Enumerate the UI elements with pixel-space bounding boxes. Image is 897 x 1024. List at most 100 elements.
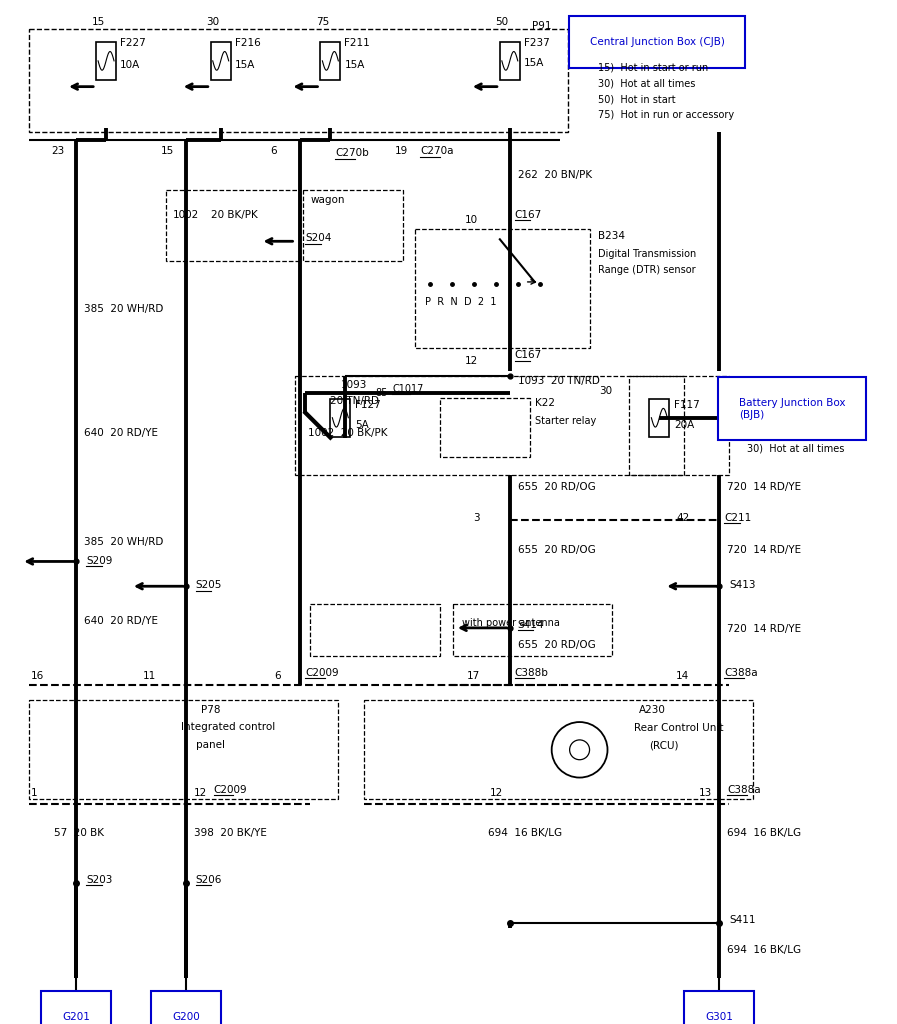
Text: C270b: C270b xyxy=(335,148,369,158)
Text: 10: 10 xyxy=(465,214,478,224)
Text: G301: G301 xyxy=(705,1012,733,1022)
Bar xyxy=(295,376,684,475)
Text: S414: S414 xyxy=(518,620,544,630)
Text: Range (DTR) sensor: Range (DTR) sensor xyxy=(597,265,695,275)
Text: S206: S206 xyxy=(196,874,222,885)
Text: P  R  N  D  2  1: P R N D 2 1 xyxy=(425,297,497,307)
Text: 655  20 RD/OG: 655 20 RD/OG xyxy=(518,482,596,493)
Text: S205: S205 xyxy=(196,581,222,590)
Text: K22: K22 xyxy=(535,398,554,408)
Text: 694  16 BK/LG: 694 16 BK/LG xyxy=(488,828,562,838)
Text: S204: S204 xyxy=(306,233,332,244)
Text: Digital Transmission: Digital Transmission xyxy=(597,249,696,259)
Text: C2009: C2009 xyxy=(213,784,248,795)
Text: 15A: 15A xyxy=(235,59,255,70)
Text: 1002  20 BK/PK: 1002 20 BK/PK xyxy=(309,428,388,437)
Text: 15A: 15A xyxy=(344,59,365,70)
Text: 15)  Hot in start or run: 15) Hot in start or run xyxy=(597,62,708,73)
Bar xyxy=(96,42,116,80)
Bar xyxy=(415,229,589,348)
Text: 14: 14 xyxy=(676,672,689,682)
Text: with power antenna: with power antenna xyxy=(462,617,560,628)
Text: 5A: 5A xyxy=(355,420,369,430)
Text: 20 TN/RD: 20 TN/RD xyxy=(330,396,379,406)
Text: C167: C167 xyxy=(515,350,542,360)
Text: 23: 23 xyxy=(51,146,65,156)
Text: 10A: 10A xyxy=(120,59,140,70)
Bar xyxy=(303,189,403,261)
Text: 655  20 RD/OG: 655 20 RD/OG xyxy=(518,545,596,555)
Text: 3: 3 xyxy=(474,513,480,523)
Text: 19: 19 xyxy=(396,146,408,156)
Text: wagon: wagon xyxy=(310,195,345,205)
Text: S209: S209 xyxy=(86,555,112,565)
Text: 12: 12 xyxy=(465,356,478,367)
Text: C388a: C388a xyxy=(724,668,758,678)
Text: P78: P78 xyxy=(201,706,221,715)
Text: S411: S411 xyxy=(729,915,755,926)
Text: 50)  Hot in start: 50) Hot in start xyxy=(597,94,675,104)
Text: 694  16 BK/LG: 694 16 BK/LG xyxy=(727,945,801,955)
Bar xyxy=(453,604,613,655)
Text: 30: 30 xyxy=(206,17,219,28)
Text: 42: 42 xyxy=(676,513,689,523)
Text: 12: 12 xyxy=(490,788,503,799)
Text: 15: 15 xyxy=(91,17,105,28)
Text: 720  14 RD/YE: 720 14 RD/YE xyxy=(727,624,801,634)
Bar xyxy=(500,42,519,80)
Bar xyxy=(320,42,340,80)
Text: C270a: C270a xyxy=(420,146,454,156)
Text: 13: 13 xyxy=(700,788,712,799)
Text: 57  20 BK: 57 20 BK xyxy=(54,828,104,838)
Text: 640  20 RD/YE: 640 20 RD/YE xyxy=(84,616,158,626)
Text: 15: 15 xyxy=(161,146,174,156)
Text: 15A: 15A xyxy=(524,57,544,68)
Text: Battery Junction Box
(BJB): Battery Junction Box (BJB) xyxy=(739,398,846,420)
Text: 262  20 BN/PK: 262 20 BN/PK xyxy=(518,170,592,180)
Text: 6: 6 xyxy=(274,672,281,682)
Text: 20 BK/PK: 20 BK/PK xyxy=(211,210,257,219)
Bar xyxy=(310,604,440,655)
Text: C388a: C388a xyxy=(727,784,761,795)
Text: 398  20 BK/YE: 398 20 BK/YE xyxy=(194,828,266,838)
Text: 1002: 1002 xyxy=(173,210,199,219)
Text: 11: 11 xyxy=(143,672,156,682)
Text: (RCU): (RCU) xyxy=(649,741,679,751)
Text: B234: B234 xyxy=(597,231,624,242)
Text: 30)  Hot at all times: 30) Hot at all times xyxy=(597,79,695,89)
Bar xyxy=(649,399,669,436)
Text: 75: 75 xyxy=(316,17,329,28)
Text: F216: F216 xyxy=(235,38,260,48)
Text: A230: A230 xyxy=(640,706,666,715)
Text: G201: G201 xyxy=(62,1012,90,1022)
Text: Rear Control Unit: Rear Control Unit xyxy=(634,723,724,733)
Text: P91: P91 xyxy=(532,22,552,31)
Text: 16: 16 xyxy=(31,672,45,682)
Text: 1: 1 xyxy=(31,788,38,799)
Text: F127: F127 xyxy=(355,400,381,410)
Text: 12: 12 xyxy=(194,788,207,799)
Text: 75)  Hot in run or accessory: 75) Hot in run or accessory xyxy=(597,111,734,121)
Text: 694  16 BK/LG: 694 16 BK/LG xyxy=(727,828,801,838)
Bar xyxy=(440,398,530,458)
Text: 20A: 20A xyxy=(675,420,694,430)
Bar xyxy=(630,376,729,475)
Text: C167: C167 xyxy=(515,210,542,219)
Text: 6: 6 xyxy=(271,146,277,156)
Text: 655  20 RD/OG: 655 20 RD/OG xyxy=(518,640,596,650)
Text: panel: panel xyxy=(196,740,225,750)
Text: C2009: C2009 xyxy=(306,668,339,678)
Bar xyxy=(211,42,231,80)
Text: F227: F227 xyxy=(120,38,146,48)
Text: 720  14 RD/YE: 720 14 RD/YE xyxy=(727,482,801,493)
Text: P93: P93 xyxy=(737,381,756,391)
Text: C388b: C388b xyxy=(515,668,549,678)
Text: S203: S203 xyxy=(86,874,112,885)
Text: 85: 85 xyxy=(375,388,388,398)
Text: F117: F117 xyxy=(675,400,700,410)
Text: 640  20 RD/YE: 640 20 RD/YE xyxy=(84,428,158,437)
Bar xyxy=(30,29,568,132)
Text: 1093: 1093 xyxy=(340,380,367,390)
Text: 385  20 WH/RD: 385 20 WH/RD xyxy=(84,304,163,313)
Text: F237: F237 xyxy=(524,38,550,48)
